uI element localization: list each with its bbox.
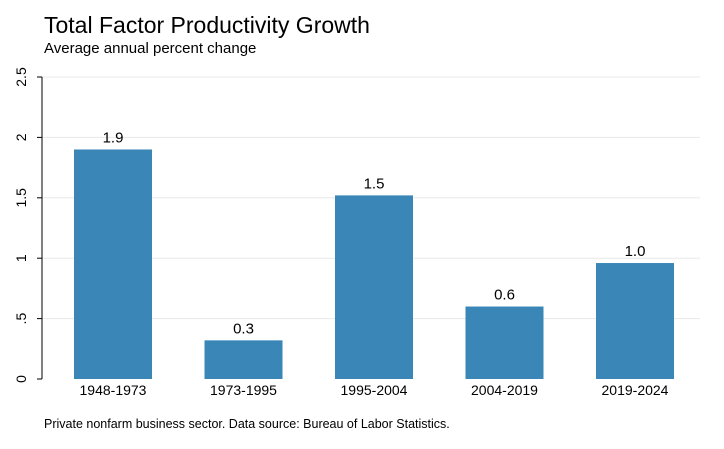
data-label: 1.5 xyxy=(364,175,385,192)
y-tick-label: 2.5 xyxy=(13,67,29,87)
data-label: 1.0 xyxy=(625,243,646,260)
chart-subtitle: Average annual percent change xyxy=(44,40,257,57)
x-tick-label: 1948-1973 xyxy=(80,382,147,398)
data-label: 1.9 xyxy=(103,129,124,146)
bar xyxy=(596,263,674,379)
y-tick-label: 2 xyxy=(13,133,29,141)
data-label: 0.6 xyxy=(494,287,515,304)
chart-title: Total Factor Productivity Growth xyxy=(44,12,370,38)
y-tick-label: 1.5 xyxy=(13,188,29,208)
x-tick-label: 1973-1995 xyxy=(210,382,277,398)
data-label: 0.3 xyxy=(233,320,254,337)
y-tick-label: .5 xyxy=(13,313,29,325)
bar xyxy=(74,149,152,379)
chart-note: Private nonfarm business sector. Data so… xyxy=(44,417,450,431)
bar xyxy=(465,306,544,379)
y-tick-label: 0 xyxy=(13,375,29,383)
x-tick-label: 1995-2004 xyxy=(341,382,408,398)
y-tick-label: 1 xyxy=(13,254,29,262)
x-tick-label: 2019-2024 xyxy=(602,382,669,398)
x-tick-label: 2004-2019 xyxy=(471,382,538,398)
bar xyxy=(204,340,283,379)
bar xyxy=(335,195,413,379)
